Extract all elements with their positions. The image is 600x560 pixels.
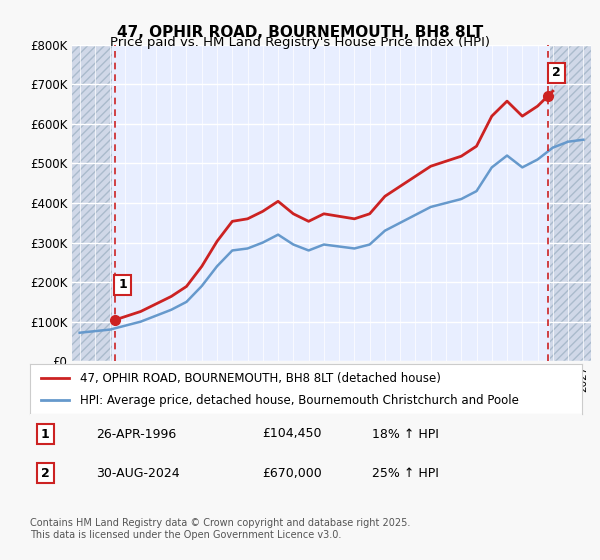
- Text: 1: 1: [41, 427, 50, 441]
- Bar: [550, 45, 591, 361]
- Text: Price paid vs. HM Land Registry's House Price Index (HPI): Price paid vs. HM Land Registry's House …: [110, 36, 490, 49]
- Text: 18% ↑ HPI: 18% ↑ HPI: [372, 427, 439, 441]
- Text: £670,000: £670,000: [262, 466, 322, 480]
- Text: 47, OPHIR ROAD, BOURNEMOUTH, BH8 8LT (detached house): 47, OPHIR ROAD, BOURNEMOUTH, BH8 8LT (de…: [80, 372, 440, 385]
- Text: 2: 2: [41, 466, 50, 480]
- Bar: [72, 45, 112, 361]
- Bar: [72, 45, 112, 361]
- Text: Contains HM Land Registry data © Crown copyright and database right 2025.
This d: Contains HM Land Registry data © Crown c…: [30, 518, 410, 540]
- Text: £104,450: £104,450: [262, 427, 322, 441]
- Text: 2: 2: [552, 67, 561, 80]
- Text: 47, OPHIR ROAD, BOURNEMOUTH, BH8 8LT: 47, OPHIR ROAD, BOURNEMOUTH, BH8 8LT: [117, 25, 483, 40]
- Text: 25% ↑ HPI: 25% ↑ HPI: [372, 466, 439, 480]
- Text: HPI: Average price, detached house, Bournemouth Christchurch and Poole: HPI: Average price, detached house, Bour…: [80, 394, 518, 407]
- Text: 30-AUG-2024: 30-AUG-2024: [96, 466, 180, 480]
- Text: 26-APR-1996: 26-APR-1996: [96, 427, 176, 441]
- Text: 1: 1: [118, 278, 127, 291]
